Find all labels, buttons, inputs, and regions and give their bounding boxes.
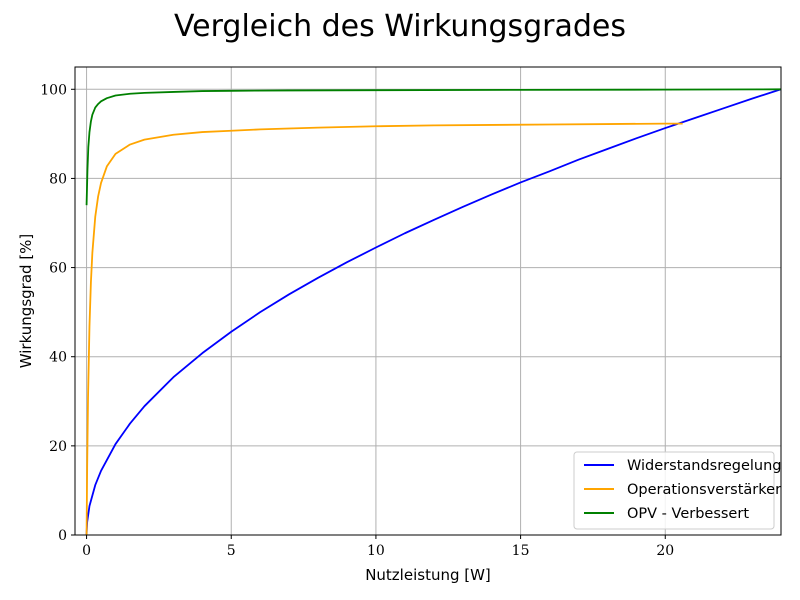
- series-lines: [85, 88, 782, 536]
- chart-title: Vergleich des Wirkungsgrades: [174, 9, 626, 44]
- x-tick-label: 20: [656, 543, 674, 559]
- y-tick-label: 60: [49, 261, 67, 277]
- legend: Widerstandsregelung Operationsverstärker…: [573, 451, 782, 530]
- legend-label-operationsverstaerker: Operationsverstärker: [627, 482, 781, 498]
- y-tick-label: 20: [49, 439, 67, 455]
- y-tick-label: 100: [40, 82, 67, 98]
- y-tick-label: 0: [58, 528, 67, 544]
- y-axis-label: Wirkungsgrad [%]: [17, 234, 35, 369]
- y-tick-label: 80: [49, 171, 67, 187]
- series-line-opv-verbessert: [85, 88, 782, 206]
- series-line-widerstandsregelung: [85, 88, 782, 536]
- x-axis-label: Nutzleistung [W]: [365, 566, 491, 584]
- legend-label-opv-verbessert: OPV - Verbessert: [627, 506, 749, 522]
- y-axis-ticks: 0 20 40 60 80 100: [40, 82, 75, 544]
- y-tick-label: 40: [49, 350, 67, 366]
- x-tick-label: 5: [227, 543, 236, 559]
- x-tick-label: 15: [512, 543, 530, 559]
- legend-label-widerstandsregelung: Widerstandsregelung: [627, 458, 782, 474]
- x-tick-label: 10: [367, 543, 385, 559]
- legend-box: [573, 451, 775, 530]
- x-tick-label: 0: [82, 543, 91, 559]
- plot-frame: [74, 66, 782, 536]
- x-axis-ticks: 0 5 10 15 20: [82, 535, 674, 559]
- series-line-operationsverst-rker: [85, 122, 683, 536]
